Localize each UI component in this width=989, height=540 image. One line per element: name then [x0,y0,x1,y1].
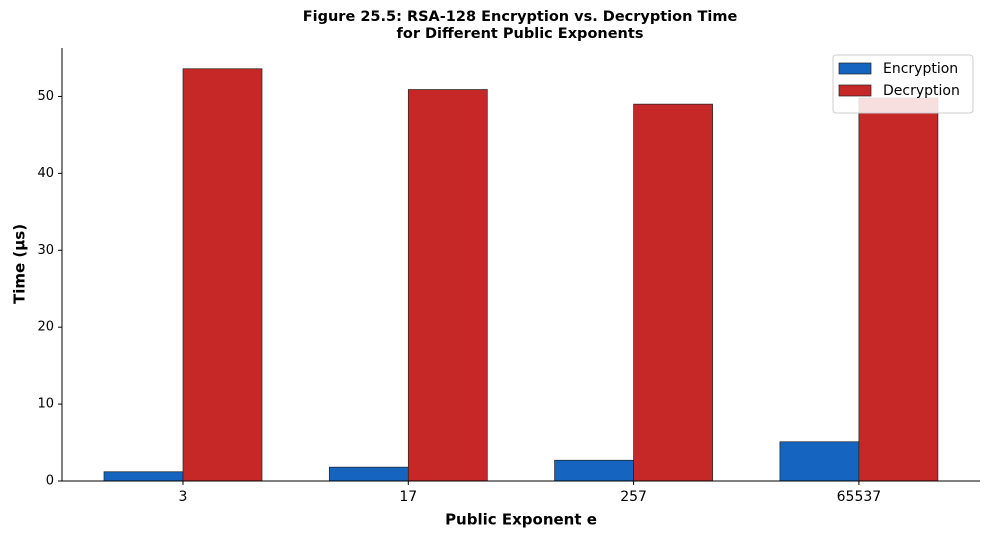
x-tick-label: 17 [399,489,417,505]
y-tick-label: 50 [37,89,54,104]
x-tick-label: 65537 [837,489,882,505]
chart-title: Figure 25.5: RSA-128 Encryption vs. Decr… [303,9,738,25]
bar [779,441,860,482]
y-tick-label: 10 [37,397,54,412]
bar [182,68,263,482]
legend-swatch [838,62,872,75]
legend-swatch [838,84,872,97]
bar [554,459,634,482]
legend-label: Encryption [883,61,958,77]
y-tick-label: 0 [46,474,54,489]
legend-label: Decryption [883,83,960,99]
x-axis-label: Public Exponent e [445,511,597,529]
bar [407,89,488,482]
y-axis-label: Time (μs) [11,224,29,304]
bar [858,97,939,482]
bar [633,103,713,482]
y-tick-label: 20 [37,320,54,335]
y-tick-label: 40 [37,166,54,181]
bar [328,466,409,482]
bar [103,471,184,482]
y-tick-label: 30 [37,243,54,258]
chart-title: for Different Public Exponents [397,26,644,42]
x-tick-label: 3 [179,489,188,505]
x-tick-label: 257 [620,489,647,505]
